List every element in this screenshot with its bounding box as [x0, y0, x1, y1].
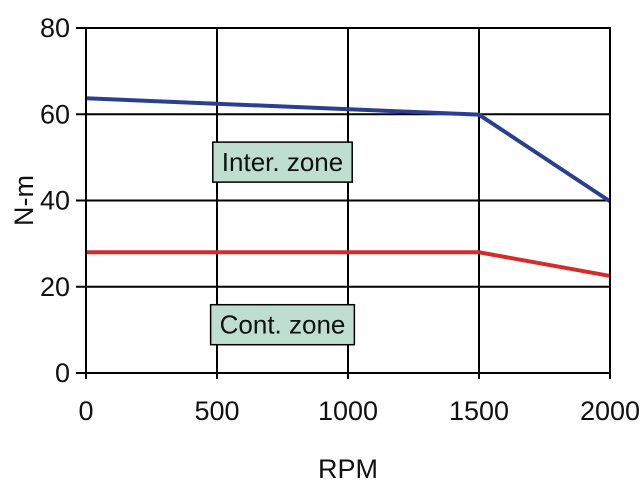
- annotation-layer: Inter. zone Cont. zone: [209, 141, 356, 346]
- y-tick-label: 0: [55, 358, 70, 388]
- plot-frame: [85, 27, 611, 374]
- y-tick-label: 40: [40, 186, 70, 216]
- y-tick-label: 80: [40, 13, 70, 43]
- zone-annotation-1: Inter. zone: [212, 141, 353, 183]
- x-tick-label: 0: [78, 396, 93, 426]
- x-tick-label: 1500: [449, 396, 509, 426]
- zone-annotation-label: Inter. zone: [222, 147, 343, 177]
- y-tick-label: 20: [40, 272, 70, 302]
- y-tick-label: 60: [40, 99, 70, 129]
- zone-annotation-2: Cont. zone: [209, 303, 356, 346]
- x-tick-label: 2000: [580, 396, 640, 426]
- y-tick-labels: 0 20 40 60 80: [40, 13, 70, 388]
- zone-annotation-box: [212, 141, 353, 183]
- zone-annotation-label: Cont. zone: [220, 310, 346, 340]
- x-tick-labels: 0 500 1000 1500 2000: [78, 396, 640, 426]
- x-tick-label: 1000: [318, 396, 378, 426]
- y-axis-title: N-m: [9, 175, 39, 226]
- grid-layer: [76, 27, 611, 379]
- x-tick-label: 500: [194, 396, 239, 426]
- x-axis-title: RPM: [318, 454, 378, 484]
- zone-annotation-box: [209, 303, 356, 346]
